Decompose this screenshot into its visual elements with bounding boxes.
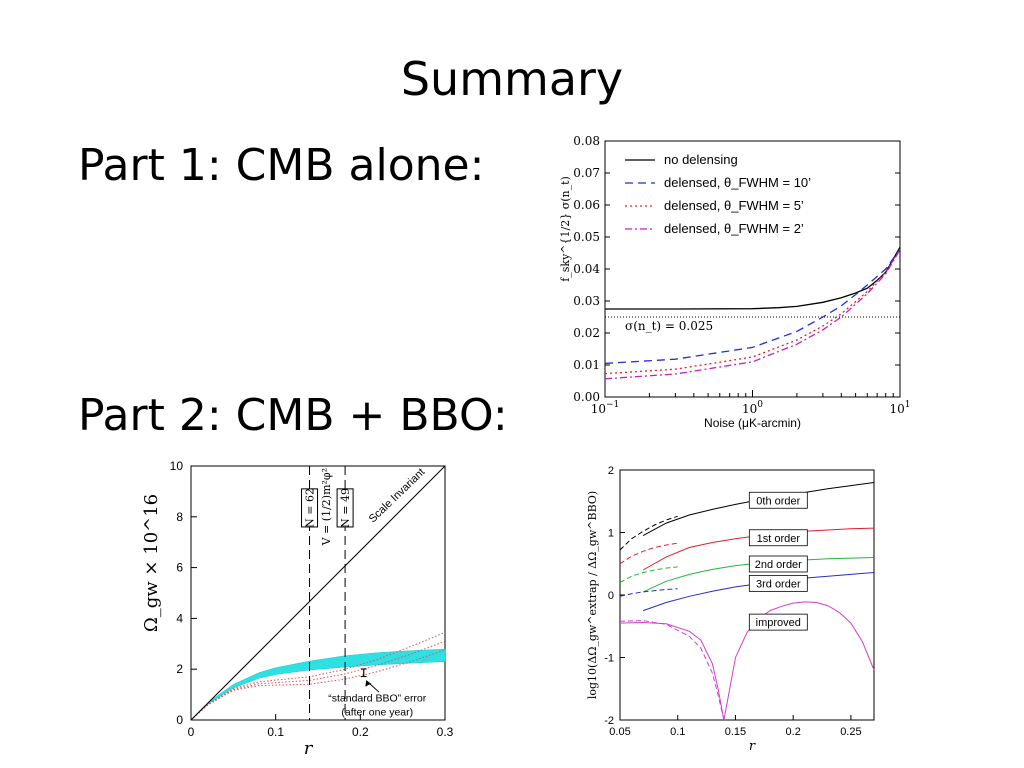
expansion-order-chart: -2 -1 0 1 2 0.05 0.1 0.15 0.2 0.25 r log10(ΔΩ_gw^ex… — [586, 465, 875, 754]
series-dashed-line — [619, 542, 678, 565]
series-label-box — [748, 555, 808, 573]
y-tick-label: 0.01 — [573, 358, 600, 372]
error-annotation: “standard BBO” error — [328, 692, 427, 704]
series-dashed-line — [619, 588, 678, 597]
legend-entry: delensed, θ_FWHM = 10’ — [664, 175, 811, 190]
part-1-heading: Part 1: CMB alone: — [78, 140, 485, 191]
x-tick-label: 0.2 — [352, 725, 369, 739]
error-annotation: (after one year) — [341, 706, 413, 718]
potential-label: V = (1/2)m²φ² — [320, 468, 333, 546]
legend-entry: delensed, θ_FWHM = 2’ — [664, 221, 804, 236]
series-label: improved — [756, 617, 801, 629]
series-line — [642, 482, 875, 537]
series-dashed-line — [619, 515, 678, 551]
reference-annotation: σ(n_t) = 0.025 — [625, 319, 713, 333]
x-tick-label: 0 — [188, 725, 195, 739]
x-tick-label: 0.1 — [670, 726, 685, 738]
x-tick-label: 10−1 — [591, 400, 620, 416]
y-tick-label: 0.07 — [573, 166, 600, 180]
delensing-noise-chart: 0.00 0.01 0.02 0.03 0.04 0.05 0.06 0.07 0.08 10−1… — [559, 134, 911, 430]
plot-frame — [619, 469, 875, 721]
series-line — [604, 248, 901, 365]
y-tick-label: -1 — [604, 653, 614, 665]
y-axis-label: Ω_gw × 10^16 — [141, 494, 162, 632]
series-label: 0th order — [756, 495, 800, 507]
x-tick-label: 0.15 — [725, 726, 746, 738]
series-label-box — [748, 574, 808, 592]
series-label: 1st order — [757, 533, 801, 545]
plot-frame — [190, 465, 446, 721]
scale-invariant-label: Scale Invariant — [367, 466, 428, 525]
y-tick-label: 0 — [176, 713, 183, 727]
efolds-label-box — [336, 488, 354, 528]
y-tick-label: 0.05 — [573, 230, 600, 244]
y-tick-label: 10 — [170, 459, 184, 473]
x-tick-label: 0.05 — [609, 726, 630, 738]
series-dashed-line — [619, 566, 678, 583]
x-tick-label: 101 — [889, 400, 910, 416]
y-tick-label: 2 — [176, 662, 183, 676]
series-dashed-line — [619, 620, 725, 721]
y-axis-label: f_sky^{1/2} σ(n_t) — [559, 176, 572, 282]
y-tick-label: 2 — [608, 465, 614, 477]
y-axis-label: log10(ΔΩ_gw^extrap / ΔΩ_gw^BBO) — [586, 491, 599, 699]
series-label-box — [748, 529, 808, 547]
series-line — [605, 246, 901, 310]
legend-entry: no delensing — [664, 152, 738, 167]
part-2-heading: Part 2: CMB + BBO: — [78, 390, 508, 441]
slide-title: Summary — [400, 52, 624, 106]
x-axis-label: r — [304, 738, 314, 759]
omega-gw-chart: 0 2 4 6 8 10 0 0.1 0.2 0.3 r Ω_gw × 10^16 Scale Inva… — [141, 459, 454, 759]
y-tick-label: 6 — [176, 561, 183, 575]
dotted-model-line — [190, 631, 446, 721]
y-tick-label: 0.03 — [573, 294, 600, 308]
y-tick-label: 0 — [608, 590, 614, 602]
x-tick-label: 100 — [742, 400, 763, 416]
y-tick-label: 4 — [176, 611, 183, 625]
y-tick-label: 0.06 — [573, 198, 600, 212]
x-tick-label: 0.3 — [437, 725, 454, 739]
x-axis-label: r — [749, 739, 756, 754]
scale-invariant-line — [190, 465, 446, 721]
y-tick-label: 0.02 — [573, 326, 600, 340]
x-axis-label: Noise (μK-arcmin) — [704, 416, 801, 430]
x-tick-label: 0.25 — [840, 726, 861, 738]
efolds-label: N = 62 — [304, 488, 317, 528]
series-line — [604, 248, 901, 375]
series-label: 3rd order — [756, 578, 801, 590]
efolds-label: N = 49 — [339, 488, 352, 528]
series-line — [604, 249, 901, 380]
x-tick-label: 0.2 — [786, 726, 801, 738]
y-tick-label: -2 — [604, 715, 614, 727]
y-tick-label: 8 — [176, 510, 183, 524]
y-tick-label: 0.08 — [573, 134, 600, 148]
legend-entry: delensed, θ_FWHM = 5’ — [664, 198, 804, 213]
dotted-model-line — [190, 640, 446, 721]
series-label: 2nd order — [755, 559, 802, 571]
series-label-box — [748, 491, 808, 509]
annotation-arrowhead — [365, 680, 372, 687]
series-line — [619, 601, 875, 721]
series-label-box — [748, 613, 808, 631]
y-tick-label: 0.04 — [573, 262, 600, 276]
y-tick-label: 1 — [608, 528, 614, 540]
efolds-label-box — [301, 488, 319, 528]
y-tick-label: 0.00 — [573, 390, 600, 404]
uncertainty-band — [190, 648, 446, 721]
x-tick-label: 0.1 — [267, 725, 284, 739]
